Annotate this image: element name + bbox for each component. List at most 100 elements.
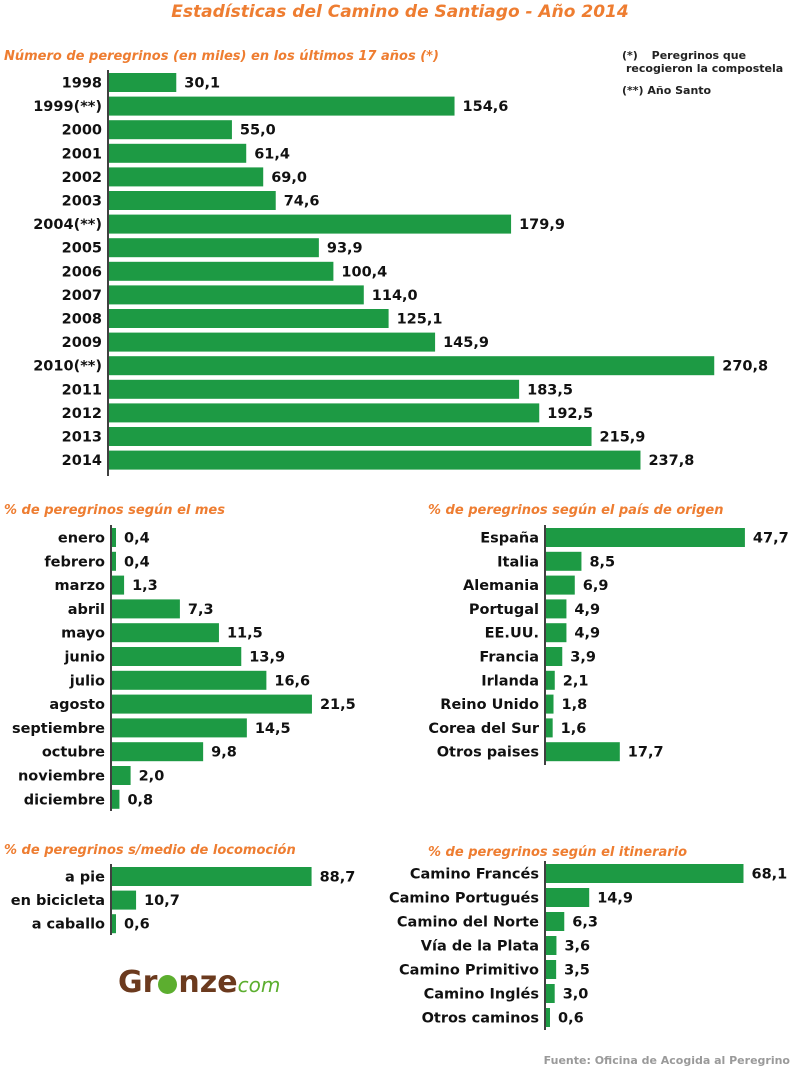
category-label-months-5: junio — [63, 650, 105, 666]
value-label-months-11: 0,8 — [127, 792, 153, 808]
value-label-years-0: 30,1 — [184, 76, 220, 92]
category-label-years-10: 2008 — [62, 312, 102, 328]
category-label-routes-6: Otros caminos — [422, 1011, 539, 1027]
bar-routes-3 — [546, 936, 557, 955]
category-label-years-4: 2002 — [62, 170, 102, 186]
value-label-countries-9: 17,7 — [628, 745, 664, 761]
category-label-months-3: abril — [68, 602, 105, 618]
value-label-months-3: 7,3 — [188, 602, 214, 618]
bar-routes-1 — [546, 888, 590, 907]
value-label-countries-6: 2,1 — [563, 673, 589, 689]
value-label-routes-4: 3,5 — [564, 963, 590, 979]
value-label-years-11: 145,9 — [443, 335, 489, 351]
bar-years-3 — [109, 143, 247, 163]
category-label-transport-1: en bicicleta — [11, 893, 105, 909]
category-label-years-14: 2012 — [62, 406, 102, 422]
bar-countries-8 — [546, 718, 553, 738]
category-label-routes-4: Camino Primitivo — [399, 963, 539, 979]
title-routes: % de peregrinos según el itinerario — [428, 845, 688, 860]
bar-routes-4 — [546, 960, 557, 979]
logo-text-left: Gr — [118, 965, 158, 1000]
bar-years-4 — [109, 167, 264, 187]
bar-countries-9 — [546, 742, 620, 762]
bar-months-11 — [112, 789, 120, 809]
bar-years-0 — [109, 73, 177, 92]
category-label-years-12: 2010(**) — [33, 359, 102, 375]
title-countries: % de peregrinos según el país de origen — [428, 503, 724, 518]
category-label-routes-1: Camino Portugués — [389, 891, 539, 907]
bar-routes-0 — [546, 864, 744, 883]
note1-line2: recogieron la compostela — [626, 62, 784, 75]
title-transport: % de peregrinos s/medio de locomoción — [4, 843, 296, 858]
category-label-years-8: 2006 — [62, 264, 102, 280]
value-label-countries-5: 3,9 — [570, 650, 596, 666]
category-label-months-11: diciembre — [24, 792, 105, 808]
category-label-years-5: 2003 — [62, 194, 102, 210]
bar-years-8 — [109, 261, 334, 281]
value-label-transport-2: 0,6 — [124, 917, 150, 933]
bar-years-9 — [109, 285, 364, 305]
category-label-months-0: enero — [58, 531, 105, 547]
gronze-logo: Gr nzecom — [118, 965, 280, 1000]
legend-note-ano-santo: (**) Año Santo — [622, 84, 712, 97]
category-label-countries-0: España — [480, 531, 539, 547]
value-label-years-15: 215,9 — [600, 430, 646, 446]
bar-transport-2 — [112, 914, 116, 934]
bar-years-16 — [109, 450, 641, 470]
bar-countries-1 — [546, 551, 582, 571]
bar-countries-7 — [546, 694, 554, 714]
bar-months-4 — [112, 623, 219, 643]
value-label-countries-7: 1,8 — [562, 697, 588, 713]
value-label-routes-2: 6,3 — [572, 915, 598, 931]
value-label-years-7: 93,9 — [327, 241, 363, 257]
bar-countries-6 — [546, 670, 555, 690]
value-label-routes-5: 3,0 — [563, 987, 589, 1003]
value-label-years-14: 192,5 — [547, 406, 593, 422]
title-years: Número de peregrinos (en miles) en los ú… — [4, 49, 439, 64]
bar-routes-6 — [546, 1008, 550, 1027]
value-label-months-7: 21,5 — [320, 697, 356, 713]
value-label-routes-1: 14,9 — [597, 891, 633, 907]
category-label-years-1: 1999(**) — [33, 99, 102, 115]
category-label-years-15: 2013 — [62, 430, 102, 446]
category-label-months-2: marzo — [55, 578, 105, 594]
legend-note-compostela: (*) Peregrinos que recogieron la compost… — [622, 49, 783, 75]
value-label-countries-2: 6,9 — [583, 578, 609, 594]
category-label-years-13: 2011 — [62, 382, 102, 398]
category-label-countries-8: Corea del Sur — [428, 721, 539, 737]
value-label-routes-6: 0,6 — [558, 1011, 584, 1027]
value-label-years-9: 114,0 — [372, 288, 418, 304]
bar-countries-3 — [546, 599, 567, 619]
bar-years-13 — [109, 379, 520, 399]
bar-years-14 — [109, 403, 540, 423]
value-label-months-5: 13,9 — [249, 650, 285, 666]
bar-years-15 — [109, 427, 592, 446]
value-label-months-4: 11,5 — [227, 626, 263, 642]
value-label-years-8: 100,4 — [341, 264, 387, 280]
category-label-routes-0: Camino Francés — [410, 867, 539, 883]
bar-countries-4 — [546, 623, 567, 643]
value-label-transport-1: 10,7 — [144, 893, 180, 909]
bar-years-6 — [109, 214, 512, 234]
category-label-months-7: agosto — [49, 697, 105, 713]
bar-countries-0 — [546, 528, 745, 547]
note1-line1: Peregrinos que — [651, 49, 747, 62]
value-label-months-0: 0,4 — [124, 531, 150, 547]
category-label-years-9: 2007 — [62, 288, 102, 304]
value-label-countries-4: 4,9 — [574, 626, 600, 642]
category-label-years-11: 2009 — [62, 335, 102, 351]
value-label-months-10: 2,0 — [139, 769, 165, 785]
category-label-routes-2: Camino del Norte — [397, 915, 539, 931]
bar-months-0 — [112, 528, 116, 547]
bar-years-1 — [109, 96, 455, 116]
logo-text-right: nze — [178, 965, 238, 1000]
value-label-years-2: 55,0 — [240, 123, 276, 139]
value-label-months-9: 9,8 — [211, 745, 237, 761]
bar-years-11 — [109, 332, 436, 352]
category-label-years-7: 2005 — [62, 241, 102, 257]
value-label-years-1: 154,6 — [463, 99, 509, 115]
value-label-months-1: 0,4 — [124, 554, 150, 570]
value-label-countries-3: 4,9 — [574, 602, 600, 618]
bar-months-10 — [112, 766, 131, 785]
main-title: Estadísticas del Camino de Santiago - Añ… — [171, 2, 629, 22]
